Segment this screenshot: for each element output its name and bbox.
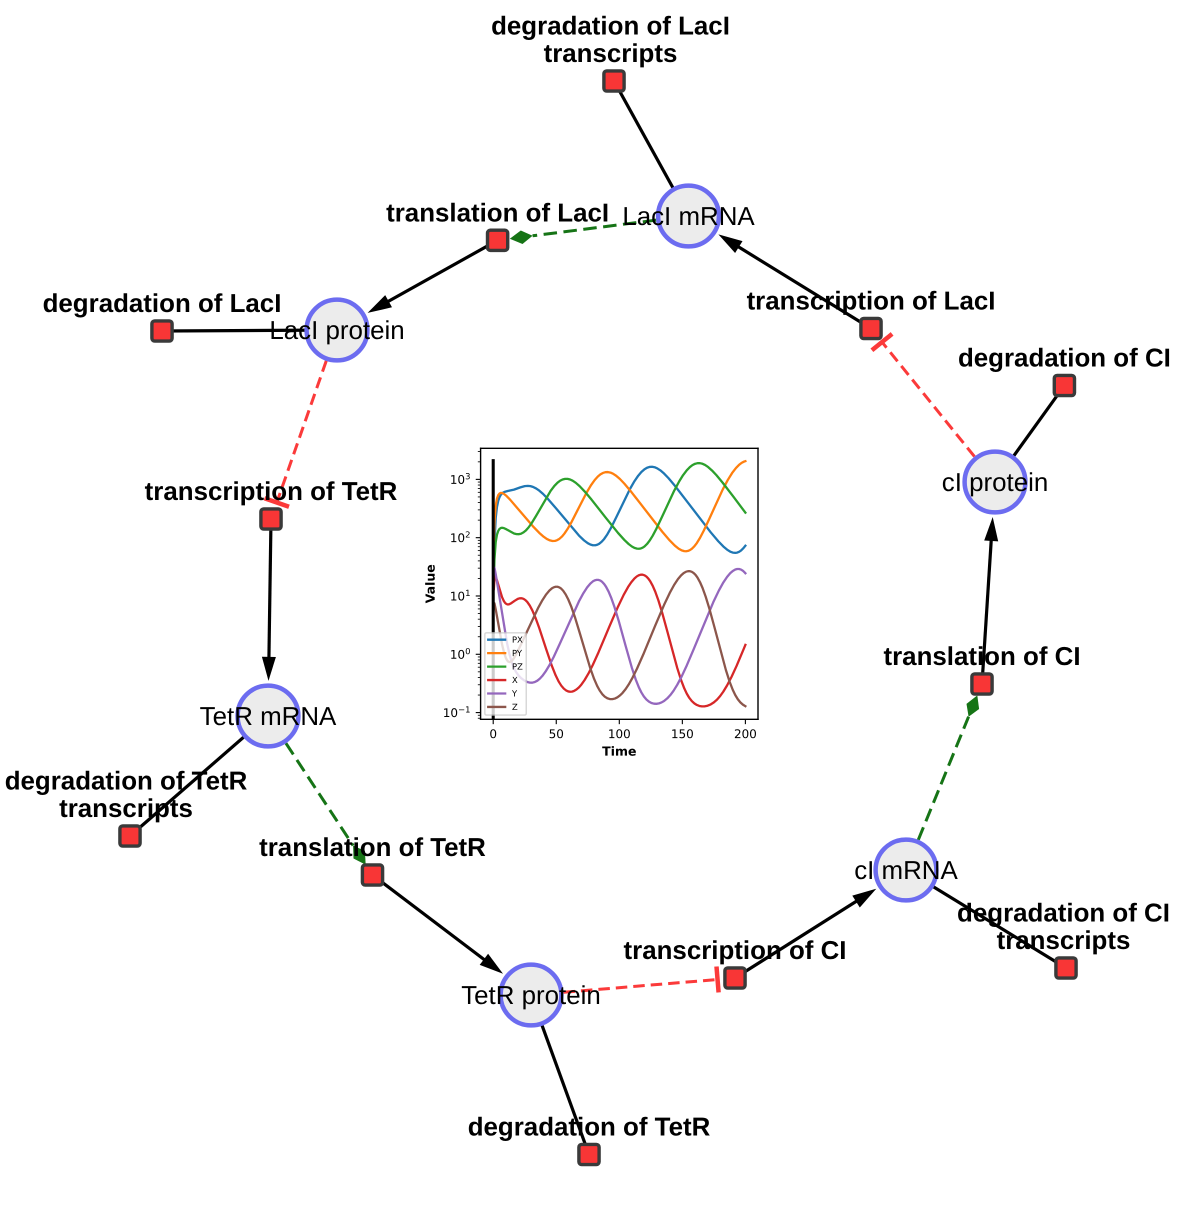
svg-text:TetR mRNA: TetR mRNA — [200, 703, 337, 731]
svg-text:LacI protein: LacI protein — [269, 317, 404, 345]
svg-text:degradation of LacI: degradation of LacI — [43, 290, 282, 318]
svg-text:transcription of LacI: transcription of LacI — [747, 288, 996, 316]
svg-text:transcription of TetR: transcription of TetR — [145, 478, 398, 506]
svg-text:translation of CI: translation of CI — [883, 643, 1080, 671]
svg-text:cI mRNA: cI mRNA — [854, 857, 958, 885]
svg-text:degradation of CI: degradation of CI — [957, 900, 1170, 928]
svg-text:transcripts: transcripts — [59, 795, 193, 823]
svg-text:transcripts: transcripts — [544, 40, 678, 68]
svg-text:TetR protein: TetR protein — [461, 982, 601, 1010]
svg-text:transcription of CI: transcription of CI — [624, 937, 847, 965]
svg-text:degradation of TetR: degradation of TetR — [5, 768, 248, 796]
svg-text:transcripts: transcripts — [997, 927, 1131, 955]
svg-text:degradation of TetR: degradation of TetR — [468, 1114, 711, 1142]
svg-text:translation of LacI: translation of LacI — [386, 199, 609, 227]
svg-text:degradation of CI: degradation of CI — [958, 345, 1171, 373]
svg-text:degradation of LacI: degradation of LacI — [491, 13, 730, 41]
svg-text:translation of TetR: translation of TetR — [259, 834, 486, 862]
svg-text:cI protein: cI protein — [942, 469, 1049, 497]
svg-text:LacI mRNA: LacI mRNA — [622, 203, 755, 231]
